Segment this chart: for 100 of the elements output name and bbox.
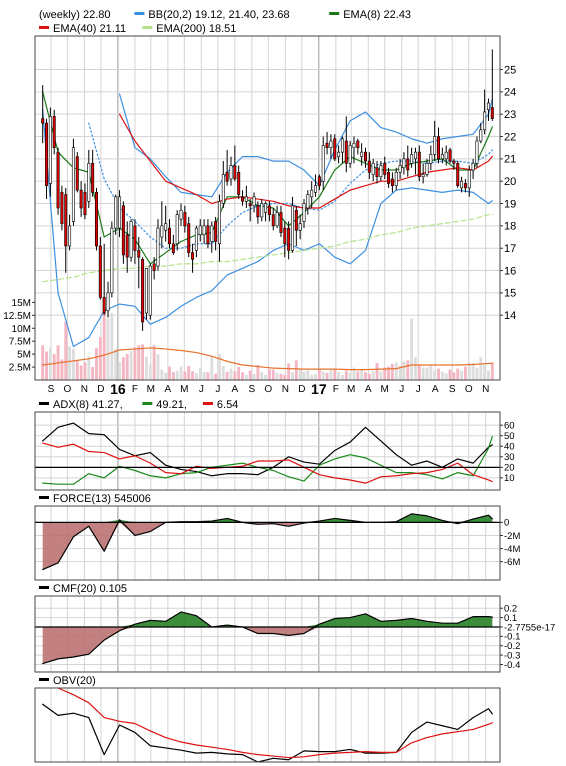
candlestick [264,200,268,222]
candlestick [168,218,171,249]
y-tick-label: 50 [504,431,515,442]
candlestick [368,152,371,180]
bar [329,370,332,380]
x-tick-label: M [146,384,156,395]
legend-label: FORCE(13) 545006 [53,493,151,505]
candlestick [387,167,390,188]
bar [314,374,317,380]
y-tick-label: 0 [504,518,510,529]
x-tick-label: 16 [110,381,126,397]
x-tick-label: O [64,384,72,395]
candlestick [241,190,244,206]
y-tick-label: -0.1 [504,632,520,643]
bar [318,369,321,380]
y2-tick-label: 10M [12,324,31,335]
bar [130,351,133,380]
x-tick-label: A [232,384,238,395]
bar [464,366,467,380]
x-tick-label: D [298,384,306,395]
x-tick-label: J [416,384,421,395]
x-tick-label: S [48,384,55,395]
y-tick-label: -0.4 [504,660,520,671]
candlestick [348,140,352,168]
line-series [42,442,493,484]
x-tick-label: J [215,384,220,395]
y2-tick-label: 15M [12,298,31,309]
y-tick-label: 17 [504,243,516,256]
line-series [118,93,493,198]
bar [268,369,271,380]
bar [264,374,268,380]
candlestick [406,144,410,178]
y-tick-label: 20 [504,176,516,188]
x-tick-label: M [380,384,389,395]
bar [176,370,179,380]
candlestick [486,98,490,122]
candlestick [298,214,302,240]
bar [145,356,148,380]
candlestick [376,160,379,184]
x-tick-label: J [198,384,204,395]
bar [372,371,375,380]
line-series [42,91,493,264]
bar [426,368,428,380]
y-tick-label: 23 [504,109,516,122]
bar [376,362,378,380]
line-series [42,347,493,370]
x-tick-label: S [248,384,256,395]
x-tick-label: S [448,384,456,395]
bar [276,372,279,380]
bar [233,371,236,380]
y-tick-label: 30 [504,452,515,464]
bar [226,372,229,380]
y-tick-label: 0.2 [504,604,518,615]
y-tick-label: -0.3 [504,650,520,662]
legend-label: CMF(20) 0.105 [53,583,127,595]
legend-label: 49.21, [156,399,187,411]
candlestick [352,136,356,164]
bar [287,363,290,380]
bar [448,370,452,380]
bar [237,367,240,380]
bar [472,362,475,380]
bar [133,347,136,380]
x-tick-label: F [132,384,138,395]
x-tick-label: J [399,384,404,395]
candlestick [314,174,318,198]
candlestick [230,156,232,186]
y-tick-label: 0.1 [504,612,518,624]
candlestick [456,160,460,188]
x-tick-label: O [464,384,473,395]
candlestick [333,134,336,162]
bar [141,344,144,380]
legend-label: BB(20,2) 19.12, 21.40, 23.68 [148,9,290,21]
bar [168,366,171,380]
bar [390,364,394,380]
candlestick [329,134,332,160]
y-tick-label: -4M [504,544,520,555]
x-tick-label: A [164,384,172,395]
y-tick-label: 60 [504,420,515,432]
y2-tick-label: 7.5M [8,336,31,348]
bar [214,374,218,380]
y-tick-label: -6M [504,556,520,568]
x-tick-label: D [97,384,104,395]
bar [280,374,282,380]
y-tick-label: -2M [504,530,520,542]
candlestick [344,116,348,173]
bar [206,372,210,380]
legend-label: ADX(8) 41.27, [53,399,123,411]
bar [460,370,464,380]
y-tick-label: 19 [504,198,516,210]
bar [490,362,494,380]
bar [429,366,432,380]
candlestick [276,205,279,229]
bar [422,368,425,380]
y-tick-label: -0.2 [504,641,520,652]
y-tick-label: 22 [504,131,516,144]
bar [41,345,44,380]
legend-label: 6.54 [216,399,238,411]
x-tick-label: F [332,384,339,395]
candlestick [379,160,382,182]
bar [368,374,371,380]
